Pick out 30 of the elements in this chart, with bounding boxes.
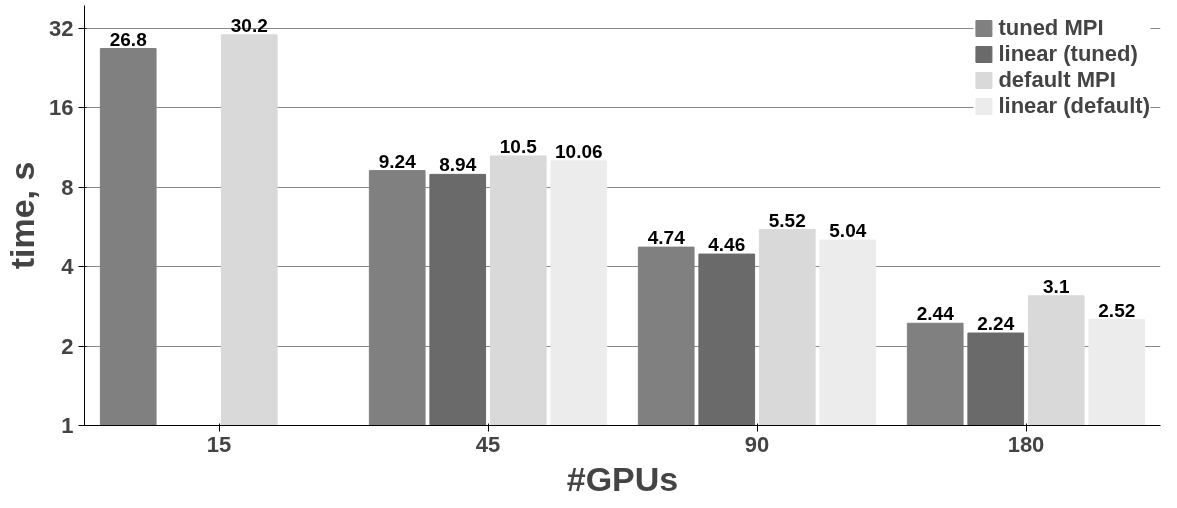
y-tick-label: 32	[49, 15, 74, 41]
x-tick-label: 45	[475, 431, 501, 457]
data-label: 9.24	[378, 150, 417, 172]
data-label: 2.24	[977, 313, 1015, 335]
legend-label: tuned MPI	[998, 15, 1104, 41]
data-label: 5.04	[829, 220, 867, 242]
y-tick-label: 2	[61, 333, 74, 359]
y-tick-label: 4	[61, 254, 75, 280]
data-label: 2.52	[1098, 299, 1136, 321]
y-tick-label: 1	[61, 413, 74, 438]
data-label: 4.46	[708, 234, 746, 256]
y-axis-title: time, s	[3, 161, 42, 270]
x-axis-title: #GPUs	[566, 459, 679, 498]
x-tick-label: 90	[744, 431, 770, 457]
x-tick-label: 15	[206, 431, 232, 457]
legend-label: default MPI	[998, 67, 1116, 93]
y-tick-label: 8	[61, 174, 74, 200]
legend-label: linear (tuned)	[998, 41, 1138, 67]
data-label: 8.94	[439, 154, 477, 176]
data-label: 5.52	[768, 209, 806, 231]
data-label: 2.44	[916, 303, 955, 325]
data-label: 30.2	[230, 14, 268, 36]
data-label: 10.5	[499, 135, 538, 157]
data-label: 3.1	[1043, 275, 1070, 297]
data-label: 26.8	[109, 28, 147, 50]
data-label: 4.74	[647, 227, 686, 249]
legend-label: linear (default)	[998, 93, 1150, 119]
y-tick-label: 16	[49, 95, 74, 121]
x-tick-label: 180	[1007, 431, 1045, 457]
data-label: 10.06	[555, 140, 603, 162]
